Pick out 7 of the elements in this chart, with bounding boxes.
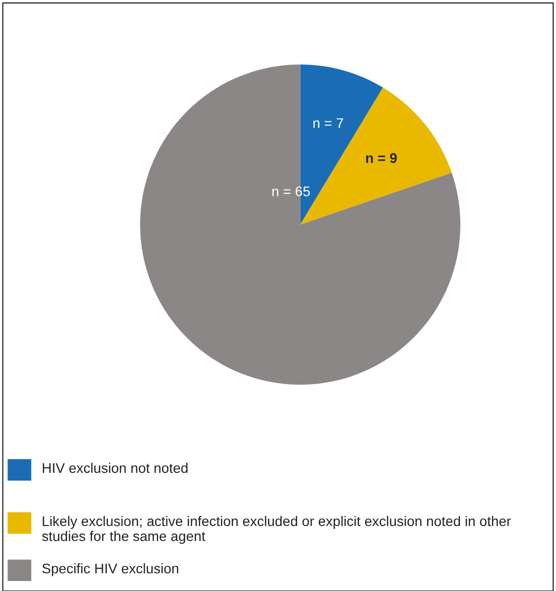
data-label: n = 65: [272, 186, 310, 196]
pie-slice: [140, 64, 460, 385]
legend-label: Specific HIV exclusion: [42, 563, 178, 576]
data-label: n = 7: [313, 118, 344, 128]
legend-label: HIV exclusion not noted: [42, 462, 188, 473]
data-label: n = 9: [366, 153, 397, 163]
legend-label: Likely exclusion; active infection excluded or explicit exclusion noted in other studies for the same agent: [42, 516, 511, 544]
